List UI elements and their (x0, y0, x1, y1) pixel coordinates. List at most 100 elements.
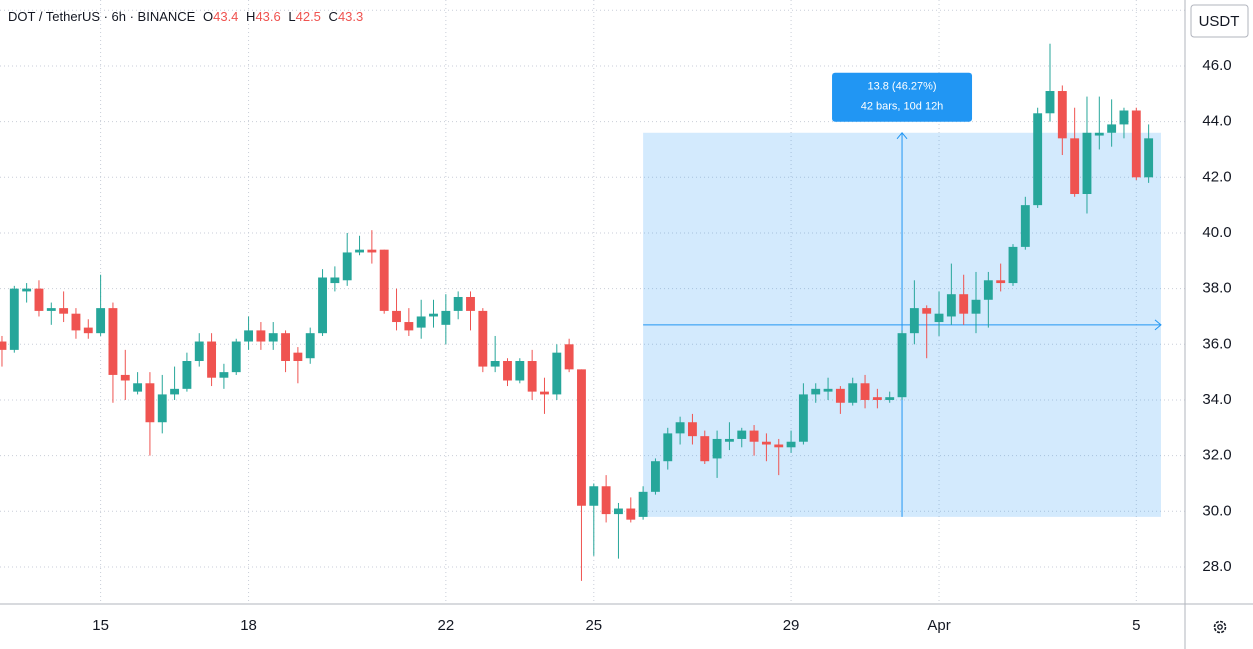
candle-body (367, 249, 377, 253)
candle-body (404, 322, 414, 331)
candle-body (1094, 132, 1104, 136)
candle-body (663, 433, 673, 462)
y-tick-label: 28.0 (1202, 558, 1231, 575)
x-tick-label: 5 (1132, 617, 1140, 634)
y-tick-label: 38.0 (1202, 280, 1231, 297)
candle-body (342, 252, 352, 281)
candle-body (872, 397, 882, 400)
unit-label: USDT (1199, 13, 1240, 30)
measure-arrow-up (896, 131, 908, 140)
candle-body (59, 308, 69, 314)
candle-body (761, 441, 771, 445)
y-tick-label: 30.0 (1202, 502, 1231, 519)
candle-body (835, 388, 845, 403)
candle-body (934, 313, 944, 323)
candle-body (1020, 205, 1030, 247)
candle-body (256, 330, 266, 342)
candle-body (34, 288, 44, 311)
candle-body (897, 333, 907, 398)
open-label: O (203, 9, 213, 24)
low-label: L (288, 9, 295, 24)
candle-body (823, 388, 833, 392)
candle-body (996, 280, 1006, 284)
candle-body (552, 352, 562, 395)
candle-body (638, 491, 648, 517)
candle-body (1070, 138, 1080, 195)
candle-body (712, 438, 722, 459)
candle-body (96, 308, 106, 334)
candle-body (157, 394, 167, 423)
y-tick-label: 44.0 (1202, 113, 1231, 130)
y-tick-label: 42.0 (1202, 168, 1231, 185)
y-tick-label: 40.0 (1202, 224, 1231, 241)
measure-label: 13.8 (46.27%) 42 bars, 10d 12h (832, 72, 973, 122)
measure-label-box (832, 72, 973, 122)
candle-body (626, 508, 636, 520)
x-tick-label: 15 (92, 617, 109, 634)
candle-body (749, 430, 759, 442)
candle-body (71, 313, 81, 331)
candle-body (416, 316, 426, 328)
candle-body (478, 310, 488, 367)
candle-body (490, 361, 500, 367)
candle-body (355, 249, 364, 253)
x-tick-label: Apr (927, 617, 950, 634)
candle-body (503, 361, 512, 381)
settings-icon[interactable] (1213, 620, 1227, 634)
candle-body (946, 294, 956, 317)
candle-body (959, 294, 969, 314)
candle-body (120, 374, 130, 381)
candle-body (687, 422, 697, 437)
candle-body (1131, 110, 1141, 178)
candle-body (268, 333, 278, 342)
candle-body (860, 383, 870, 400)
candle-body (170, 388, 180, 395)
x-tick-label: 18 (240, 617, 257, 634)
candle-body (1082, 132, 1092, 195)
candle-body (564, 344, 574, 370)
candle-body (46, 308, 56, 311)
y-tick-label: 36.0 (1202, 335, 1231, 352)
header: DOT / TetherUS · 6h · BINANCE O43.4 H43.… (8, 9, 363, 24)
candle-body (1144, 138, 1154, 178)
candle-body (392, 310, 401, 323)
candle-body (774, 444, 784, 448)
candle-body (453, 296, 463, 311)
measure-detail: 42 bars, 10d 12h (861, 101, 944, 113)
candle-body (441, 310, 451, 325)
candle-body (527, 361, 537, 392)
x-tick-label: 25 (585, 617, 602, 634)
candle-body (108, 308, 118, 375)
unit-box[interactable] (1190, 4, 1249, 38)
candle-body (305, 333, 315, 359)
open-value: 43.4 (213, 9, 238, 24)
y-tick-label: 32.0 (1202, 447, 1231, 464)
candle-body (983, 280, 993, 300)
candle-body (515, 361, 525, 381)
candle-body (675, 422, 685, 434)
y-tick-label: 34.0 (1202, 391, 1231, 408)
candle-body (379, 249, 389, 311)
candle-body (0, 341, 7, 350)
x-tick-label: 22 (437, 617, 454, 634)
candle-body (1107, 124, 1117, 133)
candle-body (219, 372, 229, 378)
symbol: DOT / TetherUS · 6h · BINANCE (8, 9, 196, 24)
high-label: H (246, 9, 255, 24)
candle-body (145, 383, 155, 423)
candle-body (614, 508, 623, 515)
candle-body (83, 327, 93, 334)
candle-body (293, 352, 303, 362)
candle-body (9, 288, 19, 350)
high-value: 43.6 (255, 9, 280, 24)
candle-body (724, 438, 734, 442)
candle-body (318, 277, 327, 334)
candles (0, 43, 1154, 581)
candle-body (601, 486, 611, 515)
measure-arrow-right (1154, 319, 1162, 331)
low-value: 42.5 (296, 9, 321, 24)
candle-body (281, 333, 290, 362)
candle-body (811, 388, 821, 395)
candle-body (182, 361, 192, 389)
